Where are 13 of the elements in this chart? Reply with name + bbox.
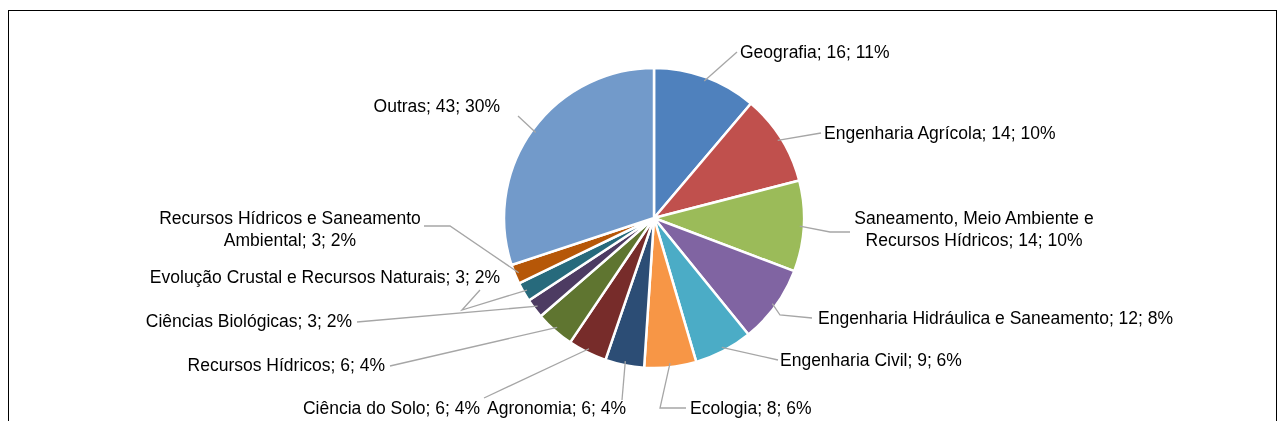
slice-label: Engenharia Hidráulica e Saneamento; 12; 8% (818, 308, 1174, 328)
slice-label: Evolução Crustal e Recursos Naturais; 3; 2% (149, 267, 500, 287)
slice-label: Engenharia Civil; 9; 6% (780, 350, 962, 370)
slice-label: Ciências Biológicas; 3; 2% (145, 311, 352, 331)
slice-label: Engenharia Agrícola; 14; 10% (824, 123, 1056, 143)
slice-label: Geografia; 16; 11% (740, 42, 890, 62)
slice-label: Outras; 43; 30% (373, 96, 500, 116)
slice-label: Recursos Hídricos e Saneamento Ambiental; 3; 2% (159, 208, 421, 250)
slice-label: Agronomia; 6; 4% (487, 398, 627, 418)
slice-label: Recursos Hídricos; 6; 4% (187, 355, 385, 375)
slice-label: Ecologia; 8; 6% (690, 398, 812, 418)
slice-label: Saneamento, Meio Ambiente e Recursos Hídricos; 14; 10% (854, 208, 1094, 250)
slice-label: Ciência do Solo; 6; 4% (302, 398, 480, 418)
